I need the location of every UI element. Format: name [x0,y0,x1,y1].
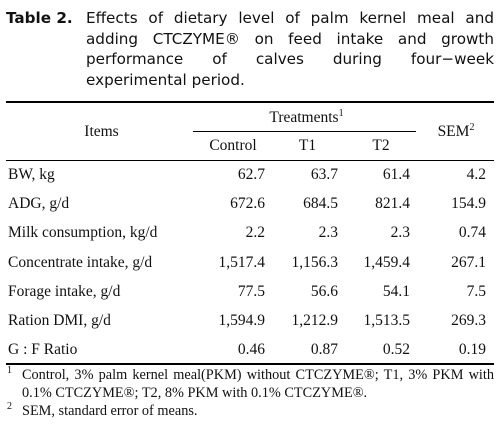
cell-control: 0.46 [237,341,265,359]
cell-t1: 0.87 [310,341,338,359]
sem-footnote-mark: 2 [469,121,475,133]
cell-control: 672.6 [230,194,265,212]
footnote-1-text: Control, 3% palm kernel meal(PKM) withou… [22,367,494,401]
cell-t1: 684.5 [303,194,338,212]
table-row: Forage intake, g/d 77.5 56.6 54.1 7.5 [6,277,494,306]
cell-t1: 1,156.3 [291,253,339,271]
cell-sem: 0.74 [458,224,486,242]
cell-item: G : F Ratio [8,341,78,359]
cell-t1: 63.7 [310,165,338,183]
caption-text: Effects of dietary level of palm kernel … [86,9,494,89]
cell-sem: 4.2 [466,165,486,183]
table-row: BW, kg 62.7 63.7 61.4 4.2 [6,160,494,189]
cell-item: Concentrate intake, g/d [8,253,153,271]
cell-control: 2.2 [245,224,265,242]
cell-item: Milk consumption, kg/d [8,224,158,242]
table-row: G : F Ratio 0.46 0.87 0.52 0.19 [6,336,494,365]
cell-sem: 267.1 [451,253,486,271]
col-header-t2: T2 [372,137,390,154]
data-table: Items Treatments1 SEM2 Control T1 T2 BW,… [6,104,494,365]
cell-t2: 2.3 [390,224,410,242]
sem-header: SEM2 [437,121,475,140]
caption-label: Table 2. [6,9,73,27]
footnote-1-mark: 1 [7,365,12,376]
cell-t2: 821.4 [375,194,410,212]
cell-item: Ration DMI, g/d [8,312,111,330]
cell-t2: 1,513.5 [363,312,411,330]
items-header: Items [84,123,119,140]
cell-control: 77.5 [237,282,265,300]
header-rule [6,160,494,161]
treatments-footnote-mark: 1 [338,107,344,119]
cell-t1: 2.3 [318,224,338,242]
treatments-header: Treatments1 [269,107,344,126]
cell-t2: 54.1 [382,282,410,300]
table-row: Milk consumption, kg/d 2.2 2.3 2.3 0.74 [6,219,494,248]
cell-item: Forage intake, g/d [8,282,121,300]
cell-t2: 61.4 [382,165,410,183]
col-header-control: Control [209,137,257,154]
footnote-2-mark: 2 [7,401,12,412]
table-row: Concentrate intake, g/d 1,517.4 1,156.3 1,4… [6,248,494,277]
cell-control: 1,594.9 [218,312,266,330]
table-caption: Table 2. Effects of dietary level of pal… [6,8,494,90]
cell-sem: 7.5 [466,282,486,300]
table-row: ADG, g/d 672.6 684.5 821.4 154.9 [6,189,494,218]
footnote-2: 2 SEM, standard error of means. [6,401,494,420]
header-row-2: Control T1 T2 [6,132,494,160]
table-row: Ration DMI, g/d 1,594.9 1,212.9 1,513.5 269.… [6,306,494,335]
cell-sem: 154.9 [451,194,486,212]
cell-item: BW, kg [8,165,55,183]
footnotes: 1 Control, 3% palm kernel meal(PKM) with… [6,365,494,420]
cell-control: 62.7 [237,165,265,183]
treatments-rule [193,131,416,132]
bottom-rule [6,363,494,365]
col-header-t1: T1 [298,137,317,154]
header-row-1: Items Treatments1 SEM2 [6,104,494,140]
top-rule [6,101,494,103]
cell-control: 1,517.4 [218,253,266,271]
cell-item: ADG, g/d [8,194,70,212]
cell-sem: 269.3 [451,312,486,330]
cell-t1: 56.6 [310,282,338,300]
cell-t1: 1,212.9 [291,312,339,330]
cell-sem: 0.19 [458,341,486,359]
cell-t2: 0.52 [382,341,410,359]
footnote-1: 1 Control, 3% palm kernel meal(PKM) with… [6,365,494,402]
cell-t2: 1,459.4 [363,253,411,271]
footnote-2-text: SEM, standard error of means. [22,403,198,419]
